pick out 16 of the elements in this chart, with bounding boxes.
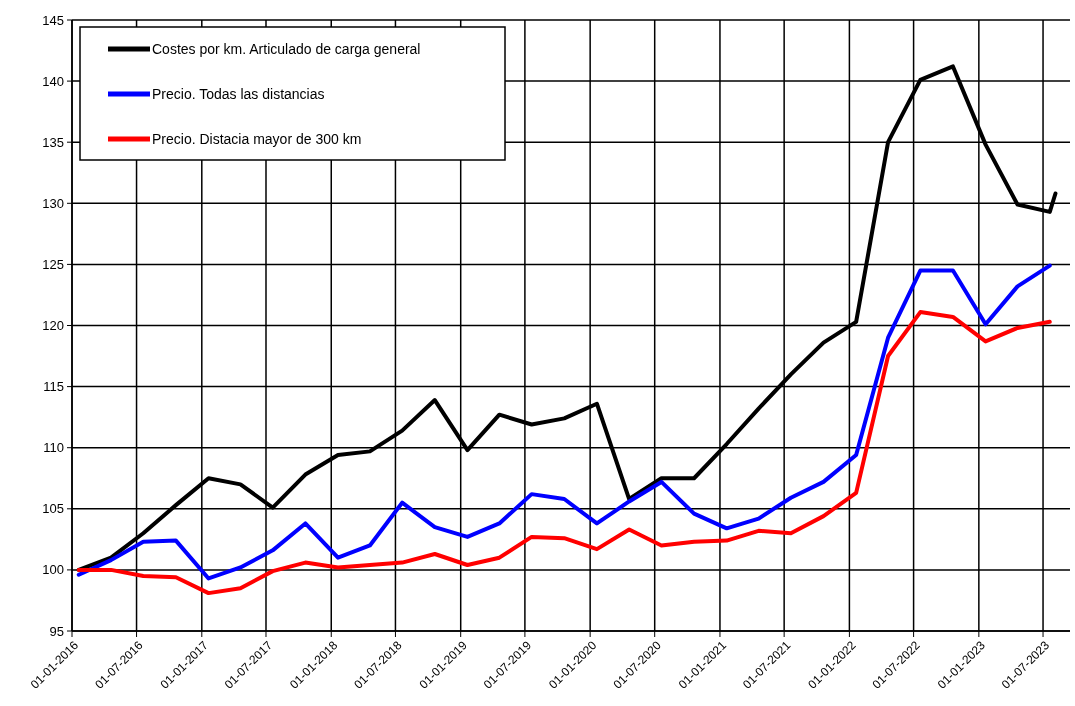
y-tick-label: 95 — [49, 623, 64, 639]
line-series — [76, 310, 1052, 596]
y-tick-label: 110 — [43, 440, 64, 456]
y-tick-label: 100 — [42, 562, 64, 578]
y-tick-label: 125 — [42, 256, 64, 272]
y-tick-label: 115 — [43, 379, 64, 395]
y-tick-label: 105 — [42, 501, 64, 517]
y-tick-label: 145 — [42, 12, 64, 28]
y-tick-label: 120 — [42, 318, 64, 334]
y-tick-label: 135 — [42, 134, 64, 150]
legend-label: Precio. Todas las distancias — [152, 85, 325, 102]
legend-label: Costes por km. Articulado de carga general — [152, 40, 421, 57]
y-tick-label: 140 — [42, 73, 64, 89]
legend-label: Precio. Distacia mayor de 300 km — [152, 130, 362, 147]
y-tick-label: 130 — [42, 195, 64, 211]
line-series — [76, 263, 1052, 581]
